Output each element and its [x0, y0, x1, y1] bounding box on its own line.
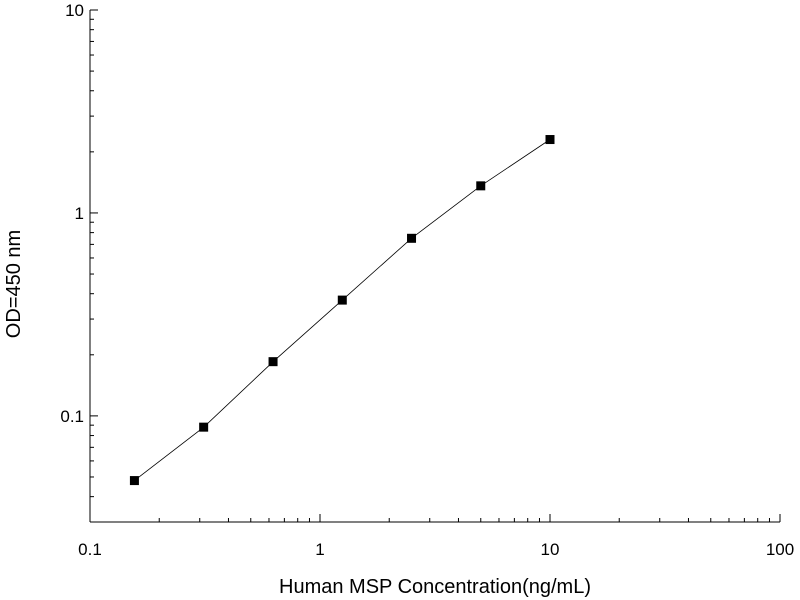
data-point-marker: [199, 422, 209, 432]
data-point-marker: [476, 181, 486, 191]
y-tick-label: 0.1: [60, 407, 84, 426]
y-tick-label: 1: [75, 204, 84, 223]
series-line: [134, 139, 551, 481]
series-markers: [129, 135, 555, 486]
y-axis-title: OD=450 nm: [3, 230, 25, 338]
plot-area: 0.1 1 10 100 0.1 1 10: [60, 1, 794, 559]
tick-labels: 0.1 1 10 100 0.1 1 10: [60, 1, 794, 559]
x-tick-label: 10: [541, 540, 560, 559]
data-point-marker: [407, 233, 417, 243]
data-point-marker: [129, 476, 139, 486]
x-tick-label: 1: [315, 540, 324, 559]
x-axis-title: Human MSP Concentration(ng/mL): [279, 576, 591, 598]
x-tick-label: 0.1: [78, 540, 102, 559]
ticks: [89, 9, 781, 523]
series-lines: [134, 139, 551, 481]
y-tick-label: 10: [65, 1, 84, 20]
x-tick-label: 100: [766, 540, 794, 559]
data-point-marker: [268, 357, 278, 367]
data-point-marker: [545, 135, 555, 145]
data-point-marker: [337, 295, 347, 305]
